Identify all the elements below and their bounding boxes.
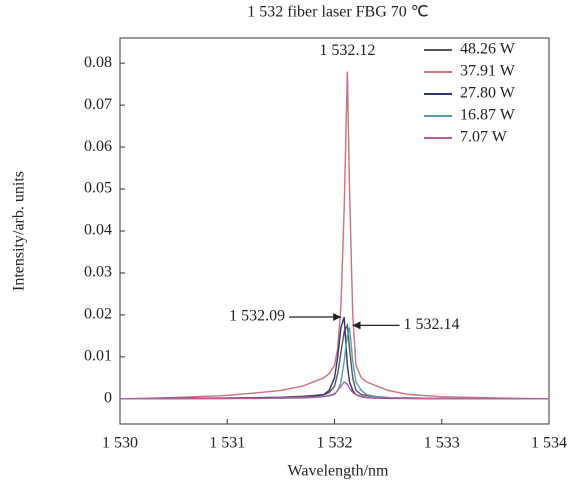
y-tick-label: 0.06 <box>84 138 112 155</box>
legend-label: 48.26 W <box>460 41 516 58</box>
y-tick-label: 0.07 <box>84 96 112 113</box>
legend-label: 27.80 W <box>460 85 516 102</box>
y-tick-label: 0.03 <box>84 264 112 281</box>
x-tick-label: 1 533 <box>424 435 460 452</box>
y-tick-label: 0.01 <box>84 348 112 365</box>
arrow-head <box>333 313 342 322</box>
annotation: 1 532.12 <box>319 42 375 59</box>
y-tick-label: 0.08 <box>84 54 112 71</box>
annotation: 1 532.09 <box>229 308 285 325</box>
y-tick-label: 0.02 <box>84 306 112 323</box>
y-tick-label: 0.04 <box>84 222 112 239</box>
annotation: 1 532.14 <box>404 316 460 333</box>
x-tick-label: 1 534 <box>531 435 567 452</box>
y-tick-label: 0 <box>104 389 112 406</box>
chart-title: 1 532 fiber laser FBG 70 ℃ <box>247 4 429 21</box>
legend-label: 7.07 W <box>460 129 508 146</box>
y-tick-label: 0.05 <box>84 180 112 197</box>
series-line <box>119 71 550 400</box>
x-axis-label: Wavelength/nm <box>288 463 389 480</box>
legend-label: 37.91 W <box>460 63 516 80</box>
x-tick-label: 1 531 <box>209 435 245 452</box>
series-line <box>120 381 549 400</box>
arrow-head <box>352 321 361 330</box>
legend-label: 16.87 W <box>460 107 516 124</box>
x-tick-label: 1 530 <box>102 435 138 452</box>
x-tick-label: 1 532 <box>317 435 353 452</box>
y-axis-label: Intensity/arb. units <box>11 171 28 291</box>
